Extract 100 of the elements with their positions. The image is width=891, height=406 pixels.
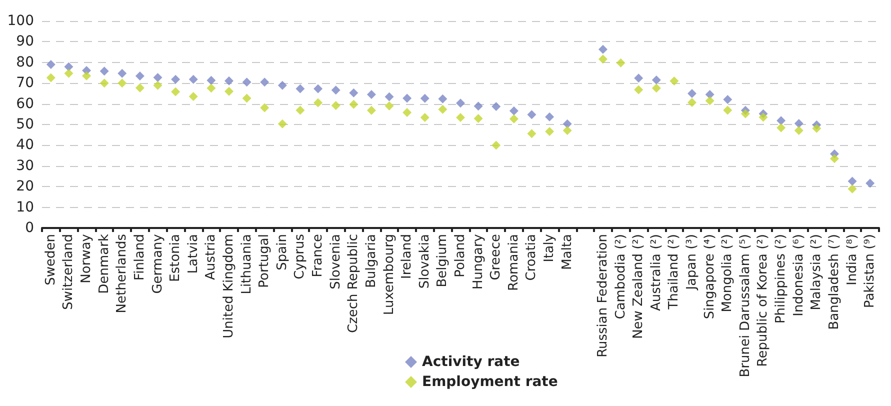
x-tick-label: Russian Federation <box>595 234 610 358</box>
point <box>866 178 875 188</box>
y-tick-label: 80 <box>16 54 34 70</box>
point <box>278 119 287 128</box>
point <box>331 86 340 95</box>
x-tick-label: Sweden <box>43 234 58 286</box>
point <box>206 76 216 85</box>
point <box>705 96 714 106</box>
x-tick-label: Portugal <box>257 234 272 288</box>
x-tick-label: Malta <box>560 234 575 270</box>
point <box>420 112 430 122</box>
point <box>616 58 626 68</box>
x-tick-label: Germany <box>150 234 166 294</box>
point <box>456 112 465 122</box>
point <box>402 94 412 103</box>
point <box>812 124 822 133</box>
point <box>100 66 109 76</box>
x-tick-label: France <box>310 234 326 278</box>
y-tick-label: 20 <box>16 178 34 195</box>
point <box>135 72 144 81</box>
x-tick-label: Philippines (²) <box>774 234 789 324</box>
point <box>723 94 732 104</box>
x-tick-label: Lithuania <box>239 234 254 294</box>
point <box>349 88 358 98</box>
point <box>171 87 180 96</box>
x-tick-label: New Zealand (²) <box>631 234 646 339</box>
point <box>118 68 127 78</box>
point <box>46 73 56 82</box>
x-tick-label: Spain <box>274 234 290 270</box>
x-tick-label: Austria <box>204 234 219 280</box>
x-tick-label: Japan (³) <box>684 234 700 291</box>
x-tick-label: Czech Republic <box>346 234 362 333</box>
point <box>135 83 144 92</box>
point <box>705 90 714 99</box>
point <box>366 90 376 99</box>
point <box>848 184 857 194</box>
point <box>634 74 644 83</box>
point <box>562 126 572 136</box>
point <box>366 106 376 115</box>
x-tick-label: Denmark <box>96 234 112 294</box>
point <box>153 80 162 90</box>
x-tick-label: Croatia <box>524 234 540 281</box>
point <box>242 94 252 103</box>
x-tick-label: Luxembourg <box>382 234 397 316</box>
point <box>420 94 430 103</box>
point <box>224 86 234 96</box>
x-tick-label: Indonesia (⁶) <box>791 234 806 316</box>
point <box>314 84 323 94</box>
x-tick-label: Estonia <box>168 234 184 282</box>
x-tick-label: Slovakia <box>417 234 432 289</box>
y-tick-label: 30 <box>16 158 34 174</box>
point <box>652 75 661 84</box>
point <box>206 84 216 93</box>
y-tick-label: 100 <box>7 13 34 29</box>
x-tick-label: United Kingdom <box>221 234 236 338</box>
x-tick-label: Italy <box>542 234 558 262</box>
x-tick-label: Bangladesh (⁷) <box>826 234 842 330</box>
point <box>848 176 857 186</box>
point <box>740 109 750 118</box>
point <box>527 110 536 120</box>
point <box>776 123 786 132</box>
x-tick-label: Hungary <box>470 234 486 290</box>
legend-label: Activity rate <box>422 354 520 370</box>
point <box>545 127 554 136</box>
point <box>118 78 127 88</box>
x-tick-label: Latvia <box>186 234 201 274</box>
x-tick-label: Belgium <box>435 234 450 288</box>
point <box>64 68 74 78</box>
point <box>100 78 109 88</box>
point <box>456 98 465 108</box>
point <box>670 76 679 86</box>
x-tick-label: Singapore (⁴) <box>702 234 718 320</box>
x-tick-label: Bulgaria <box>364 234 379 288</box>
point <box>153 73 162 82</box>
x-tick-label: Pakistan (⁹) <box>862 234 878 308</box>
point <box>314 98 323 108</box>
point <box>242 78 252 87</box>
y-tick-label: 60 <box>16 96 34 112</box>
point <box>296 84 305 94</box>
x-tick-label: Cyprus <box>292 234 308 280</box>
x-tick-label: Malaysia (²) <box>809 234 824 310</box>
x-tick-label: Finland <box>132 234 148 280</box>
y-tick-label: 50 <box>16 116 34 132</box>
point <box>509 114 518 124</box>
x-tick-label: Romania <box>506 234 522 291</box>
point <box>82 71 92 80</box>
point <box>830 154 839 164</box>
point <box>688 88 697 98</box>
x-tick-label: Brunei Darussalam (⁵) <box>738 234 753 378</box>
point <box>545 112 554 122</box>
point <box>331 100 340 110</box>
x-tick-label: Slovenia <box>328 234 344 290</box>
point <box>598 44 608 54</box>
point <box>492 102 501 111</box>
point <box>188 74 198 84</box>
y-tick-label: 40 <box>16 137 34 154</box>
point <box>260 78 270 87</box>
point <box>562 119 572 128</box>
point <box>384 92 394 102</box>
point <box>634 85 644 94</box>
